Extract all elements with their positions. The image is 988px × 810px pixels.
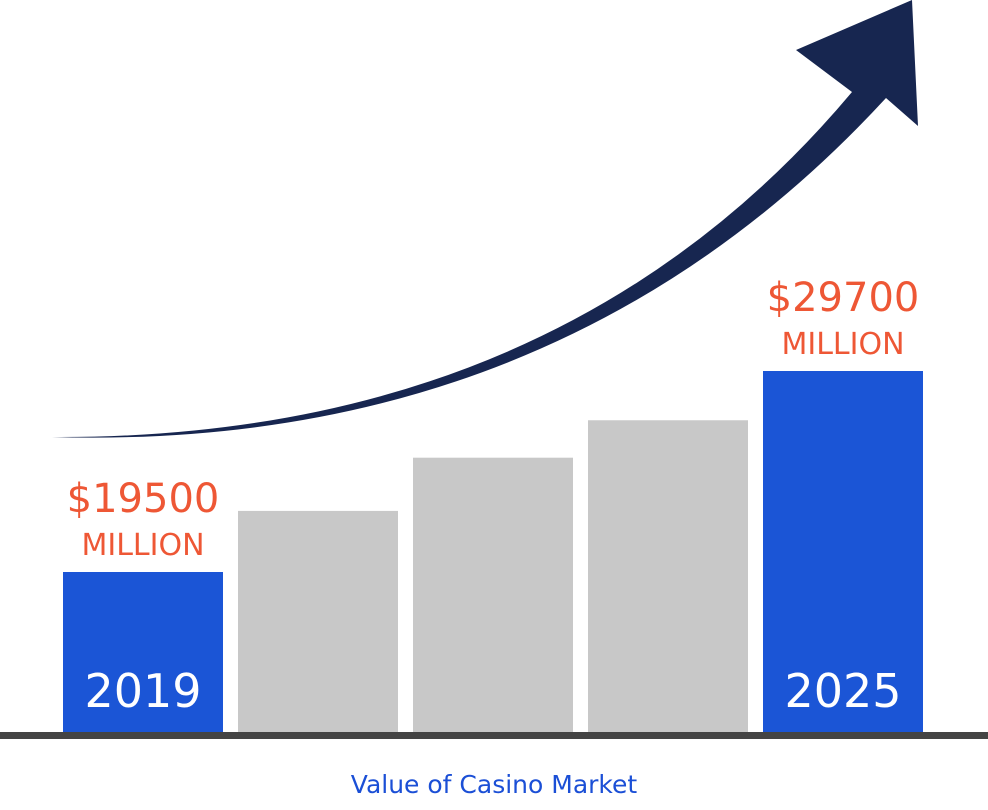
- bar-unit-label: MILLION: [781, 327, 904, 362]
- bar-3: [413, 457, 573, 732]
- bar-2: [238, 510, 398, 732]
- bar-year-label: 2019: [84, 664, 201, 718]
- bar-1: [63, 572, 223, 732]
- bars-layer: [63, 371, 923, 732]
- bar-value-label: $19500: [67, 476, 220, 522]
- bar-4: [588, 420, 748, 732]
- chart-baseline: [0, 732, 988, 739]
- bar-5: [763, 371, 923, 732]
- trend-arrow-icon: [52, 0, 918, 438]
- bar-year-label: 2025: [784, 664, 901, 718]
- chart-caption: Value of Casino Market: [350, 770, 638, 799]
- bar-unit-label: MILLION: [81, 528, 204, 563]
- labels-layer: 2019 $19500 MILLION 2025 $29700 MILLION: [67, 275, 920, 718]
- bar-value-label: $29700: [767, 275, 920, 321]
